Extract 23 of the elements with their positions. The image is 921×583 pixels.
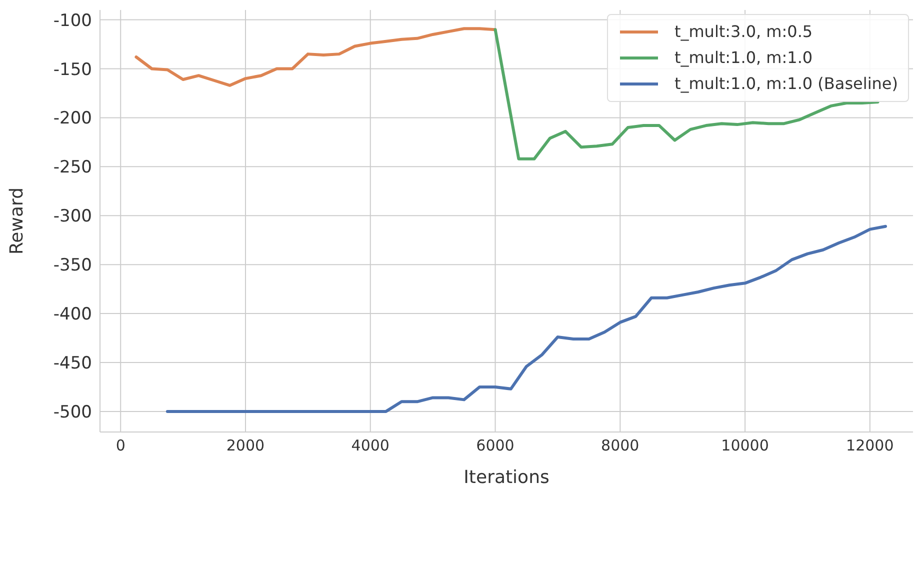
x-tick-label: 6000 — [476, 436, 514, 455]
x-tick-label: 10000 — [721, 436, 769, 455]
y-tick-label: -300 — [53, 206, 92, 227]
line-series — [166, 224, 888, 413]
x-tick-label: 2000 — [226, 436, 265, 455]
legend-label: t_mult:1.0, m:1.0 — [674, 47, 813, 69]
x-tick-label: 0 — [116, 436, 126, 455]
line-series — [134, 27, 497, 87]
x-tick-label: 4000 — [351, 436, 390, 455]
y-tick-label: -450 — [53, 354, 92, 374]
y-axis-title: Reward — [6, 187, 28, 255]
y-tick-label: -100 — [53, 10, 92, 31]
y-tick-label: -400 — [53, 304, 92, 325]
y-tick-label: -500 — [53, 402, 92, 422]
y-tick-label: -250 — [53, 158, 92, 178]
y-tick-label: -150 — [53, 60, 92, 80]
legend-label: t_mult:1.0, m:1.0 (Baseline) — [674, 73, 898, 95]
y-tick-label: -200 — [53, 108, 92, 129]
x-axis-title: Iterations — [464, 467, 550, 488]
x-tick-label: 8000 — [601, 436, 640, 455]
x-tick-label: 12000 — [846, 436, 894, 455]
y-tick-label: -350 — [53, 256, 92, 276]
legend-label: t_mult:3.0, m:0.5 — [674, 21, 813, 43]
